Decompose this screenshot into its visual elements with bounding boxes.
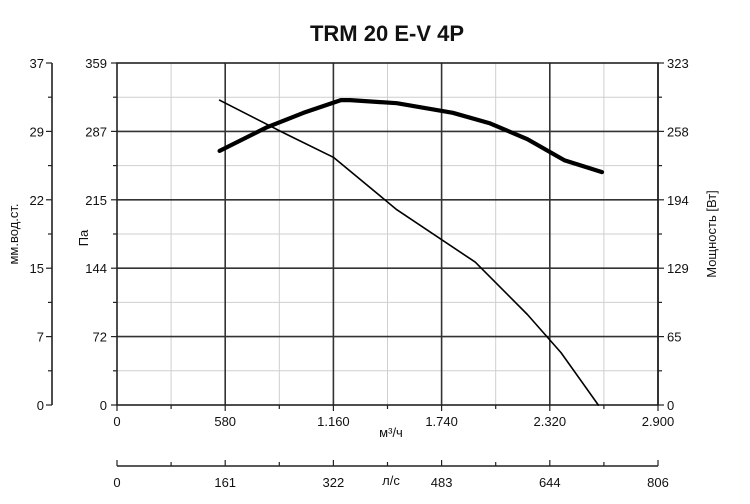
- grid: [117, 63, 658, 405]
- x2-tick-label: 483: [431, 475, 453, 490]
- y-left-outer-tick-label: 7: [37, 330, 44, 345]
- y-right-label: Мощность [Вт]: [704, 190, 719, 278]
- y-left-outer-tick-label: 22: [30, 193, 44, 208]
- y-left-tick-label: 359: [85, 56, 107, 71]
- y-left-outer-label: мм.вод.ст.: [6, 203, 21, 264]
- x2-axis-label: л/с: [382, 473, 400, 488]
- y-left-tick-label: 287: [85, 124, 107, 139]
- x-tick-label: 2.320: [534, 414, 567, 429]
- series-layer: [217, 97, 605, 406]
- x2-tick-label: 644: [539, 475, 561, 490]
- y-right-tick-label: 65: [667, 330, 681, 345]
- x-tick-label: 1.160: [317, 414, 350, 429]
- x2-tick-label: 161: [214, 475, 236, 490]
- y-left-outer-tick-label: 0: [37, 398, 44, 413]
- power-curve-line: [217, 97, 605, 175]
- x-tick-label: 580: [214, 414, 236, 429]
- x2-tick-label: 806: [647, 475, 669, 490]
- y-right-tick-label: 0: [667, 398, 674, 413]
- y-right-tick-label: 194: [667, 193, 689, 208]
- y-left-tick-label: 0: [100, 398, 107, 413]
- y-left-tick-label: 72: [93, 330, 107, 345]
- y-left-outer-tick-label: 15: [30, 261, 44, 276]
- x-tick-label: 0: [113, 414, 120, 429]
- x-axis-label: м³/ч: [379, 425, 403, 440]
- y-left-tick-label: 215: [85, 193, 107, 208]
- x2-tick-label: 0: [113, 475, 120, 490]
- x-tick-label: 1.740: [425, 414, 458, 429]
- chart-title: TRM 20 E-V 4P: [310, 21, 464, 46]
- y-left-tick-label: 144: [85, 261, 107, 276]
- pressure-curve-line: [218, 99, 600, 406]
- y-right-tick-label: 323: [667, 56, 689, 71]
- x2-tick-label: 322: [323, 475, 345, 490]
- y-right-tick-label: 129: [667, 261, 689, 276]
- y-left-outer-tick-label: 37: [30, 56, 44, 71]
- y-left-label: Па: [76, 229, 91, 246]
- plot-frame: [46, 62, 664, 467]
- x-tick-label: 2.900: [642, 414, 675, 429]
- y-left-outer-tick-label: 29: [30, 124, 44, 139]
- y-right-tick-label: 258: [667, 124, 689, 139]
